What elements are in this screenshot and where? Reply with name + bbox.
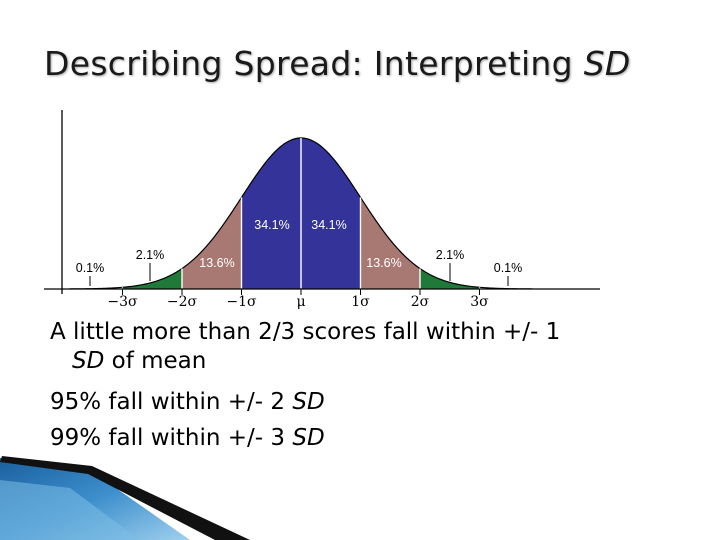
- sigma-dividers: [121, 138, 481, 289]
- body-line-4: 99% fall within +/- 3 SD: [50, 423, 325, 453]
- body-line-4-sd: SD: [292, 425, 325, 451]
- label-right-mid: 13.6%: [366, 256, 401, 270]
- body-line-3-sd: SD: [292, 389, 325, 415]
- region-left-2-3-sigma: [122, 268, 182, 289]
- body-line-3-text: 95% fall within +/- 2: [50, 389, 293, 415]
- slide-title: Describing Spread: Interpreting SD: [44, 40, 704, 88]
- axis-tick-label: −1σ: [226, 294, 257, 310]
- axis-tick-label: 3σ: [470, 294, 489, 310]
- axis-tick-label: μ: [296, 294, 305, 310]
- normal-distribution-diagram: −3σ −2σ −1σ μ 1σ 2σ 3σ 0.1% 2.1% 13.6% 34.1% 3…: [44, 110, 600, 310]
- body-line-4-text: 99% fall within +/- 3: [50, 425, 293, 451]
- body-line-3: 95% fall within +/- 2 SD: [50, 387, 325, 417]
- corner-decoration: [0, 456, 250, 540]
- label-right-tail: 0.1%: [494, 261, 523, 275]
- label-left-center: 34.1%: [254, 218, 289, 232]
- region-right-2-3-sigma: [420, 268, 480, 289]
- label-left-tail: 0.1%: [76, 261, 105, 275]
- body-line-2-sd: SD: [72, 348, 105, 374]
- corner-blue-highlight: [0, 480, 140, 540]
- body-line-1: A little more than 2/3 scores fall withi…: [50, 319, 561, 345]
- slide-title-sd: SD: [583, 44, 631, 83]
- axis-ticks: −3σ −2σ −1σ μ 1σ 2σ 3σ: [107, 289, 489, 310]
- label-right-center: 34.1%: [311, 218, 346, 232]
- slide-title-text: Describing Spread: Interpreting: [44, 44, 584, 83]
- region-left-center: [241, 138, 301, 289]
- axis-tick-label: 1σ: [351, 294, 370, 310]
- label-left-outer: 2.1%: [136, 248, 165, 262]
- region-right-center: [301, 138, 361, 289]
- label-right-outer: 2.1%: [436, 248, 465, 262]
- corner-black-stripe: [0, 456, 250, 540]
- body-line-2: SD of mean: [72, 346, 206, 376]
- label-leader-lines: [89, 263, 509, 286]
- axis-tick-label: −2σ: [167, 294, 198, 310]
- axis-tick-label: 2σ: [411, 294, 430, 310]
- label-left-mid: 13.6%: [199, 256, 234, 270]
- axis-tick-label: −3σ: [107, 294, 138, 310]
- body-line-2-text: of mean: [104, 348, 207, 374]
